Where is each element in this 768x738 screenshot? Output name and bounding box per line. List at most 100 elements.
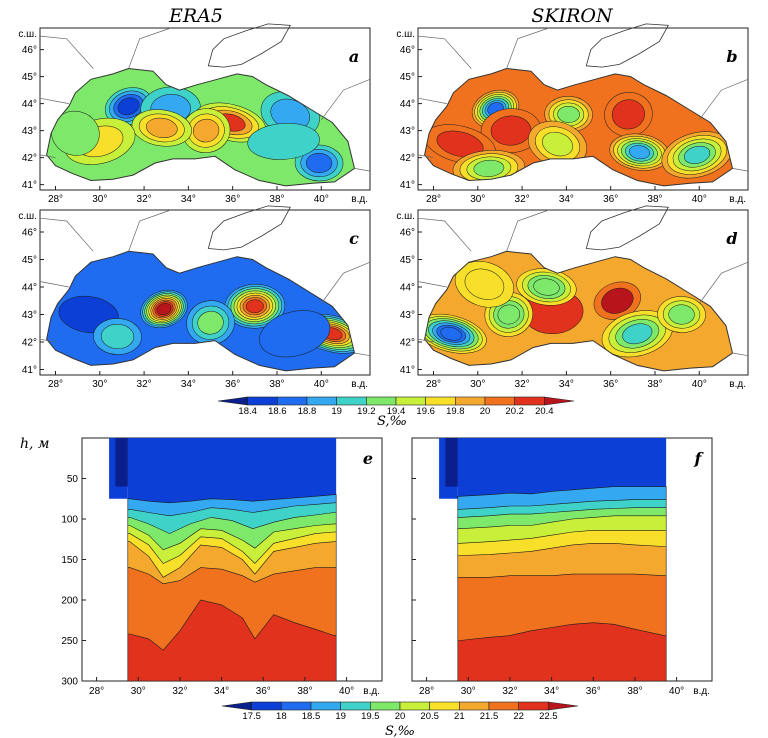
lat-tick-label: 41° xyxy=(400,180,415,191)
lat-tick-label: 44° xyxy=(400,283,415,294)
colorbar-bottom: 17.5 18 18.5 19 19.5 20 20.5 21 21.5 22 22.5 xyxy=(221,701,579,722)
lon-tick-label: 36° xyxy=(225,379,240,390)
isohaline-band xyxy=(127,599,337,682)
contour-band xyxy=(601,287,634,314)
colorbar-swatch xyxy=(455,396,486,406)
colorbar-tick-label: 18 xyxy=(276,711,287,722)
lat-tick-label: 46° xyxy=(400,45,415,56)
contour-band xyxy=(668,304,695,325)
colorbar-tick-label: 19 xyxy=(331,406,342,417)
colorbar-top-label: S,‰ xyxy=(377,414,407,429)
colorbar-tick-label: 20.5 xyxy=(420,711,439,722)
contour-band xyxy=(100,324,135,349)
colorbar-top: 18.4 18.6 18.8 19 19.2 19.4 19.6 19.8 20 20.2 20.4 xyxy=(217,396,575,417)
coastline xyxy=(424,67,734,187)
land-border xyxy=(39,281,69,288)
lon-tick-label: 30° xyxy=(470,194,485,205)
salinity-field xyxy=(46,251,355,371)
colorbar-tick-label: 21 xyxy=(454,711,465,722)
lon-tick-label: 34° xyxy=(214,686,229,697)
land-border xyxy=(417,97,447,104)
azov-coastline xyxy=(585,205,669,251)
colorbar-swatch xyxy=(395,396,426,406)
colorbar-tick-label: 19 xyxy=(335,711,346,722)
lon-tick-label: 38° xyxy=(269,379,284,390)
contour-band xyxy=(611,99,645,130)
colorbar-bottom-label: S,‰ xyxy=(385,724,415,738)
land-border xyxy=(417,281,447,288)
lon-tick-label: 36° xyxy=(225,194,240,205)
lat-tick-label: 42° xyxy=(22,338,37,349)
lon-tick-label: 38° xyxy=(647,194,662,205)
lon-tick-label: 30° xyxy=(131,686,146,697)
contour-band xyxy=(247,123,320,160)
contour-band xyxy=(628,145,650,160)
lon-tick-label: 32° xyxy=(502,686,517,697)
panel-letter: f xyxy=(694,449,705,468)
lat-tick-label: 46° xyxy=(22,45,37,56)
colorbar-swatch xyxy=(518,701,549,711)
colorbar-swatch xyxy=(251,701,282,711)
colorbar-swatch xyxy=(429,701,460,711)
section-panel-e: 50 100 150 200 250 300 28° 30° 32° 34° 36° 38° 40° в.… xyxy=(61,437,383,697)
colorbar-tick-label: 19.6 xyxy=(416,406,435,417)
lon-unit-label: в.д. xyxy=(363,686,380,697)
colorbar-tick-label: 19.4 xyxy=(387,406,406,417)
lat-tick-label: 46° xyxy=(22,228,37,239)
lon-tick-label: 30° xyxy=(92,194,107,205)
land-border xyxy=(417,35,472,69)
depth-tick-label: 250 xyxy=(61,636,78,647)
colorbar-swatch xyxy=(514,396,545,406)
title-skiron: SKIRON xyxy=(531,5,614,27)
lat-tick-label: 43° xyxy=(400,126,415,137)
lon-tick-label: 34° xyxy=(181,194,196,205)
panel-letter: a xyxy=(349,47,359,66)
lat-tick-label: 41° xyxy=(400,365,415,376)
colorbar-tick-label: 19.5 xyxy=(361,711,380,722)
contour-band xyxy=(497,304,521,325)
colorbar-swatch xyxy=(488,701,519,711)
panel-letter: d xyxy=(726,229,737,248)
contour-band xyxy=(245,299,264,314)
land-border xyxy=(506,27,549,69)
lon-tick-label: 36° xyxy=(256,686,271,697)
lon-tick-label: 40° xyxy=(339,686,354,697)
land-border xyxy=(39,35,94,69)
lat-tick-label: 43° xyxy=(22,310,37,321)
lat-unit-label: с.ш. xyxy=(18,29,37,40)
colorbar-tick-label: 20.4 xyxy=(535,406,554,417)
depth-tick-label: 300 xyxy=(61,677,78,688)
lon-tick-label: 30° xyxy=(461,686,476,697)
panel-letter: c xyxy=(349,229,359,248)
colorbar-swatch xyxy=(277,396,308,406)
lon-tick-label: 36° xyxy=(603,194,618,205)
coastline xyxy=(424,250,734,372)
colorbar-swatch xyxy=(310,701,341,711)
lat-tick-label: 42° xyxy=(400,338,415,349)
azov-coastline xyxy=(207,205,291,251)
land-border xyxy=(39,154,56,158)
lon-tick-label: 30° xyxy=(470,379,485,390)
colorbar-tick-label: 20 xyxy=(480,406,491,417)
lon-tick-label: 28° xyxy=(48,379,63,390)
section-shelf-core xyxy=(115,438,128,487)
lon-tick-label: 30° xyxy=(92,379,107,390)
land-border xyxy=(417,154,434,158)
lon-tick-label: 36° xyxy=(603,379,618,390)
section-shelf-core xyxy=(445,438,458,487)
lat-tick-label: 45° xyxy=(22,72,37,83)
panel-letter: e xyxy=(363,449,373,468)
contour-band xyxy=(557,105,580,123)
contour-band xyxy=(259,310,331,358)
lat-tick-label: 41° xyxy=(22,365,37,376)
contour-band xyxy=(305,153,333,173)
isohaline-band xyxy=(457,622,667,682)
map-panel-a: 41° 42° 43° 44° 45° 46° с.ш. 28° 30° 32° 34° 36° 38°… xyxy=(18,23,371,205)
land-border xyxy=(128,209,171,252)
land-border xyxy=(699,78,749,121)
land-border xyxy=(39,217,94,252)
colorbar-swatch xyxy=(459,701,490,711)
azov-coastline xyxy=(585,23,669,68)
lon-tick-label: 38° xyxy=(269,194,284,205)
